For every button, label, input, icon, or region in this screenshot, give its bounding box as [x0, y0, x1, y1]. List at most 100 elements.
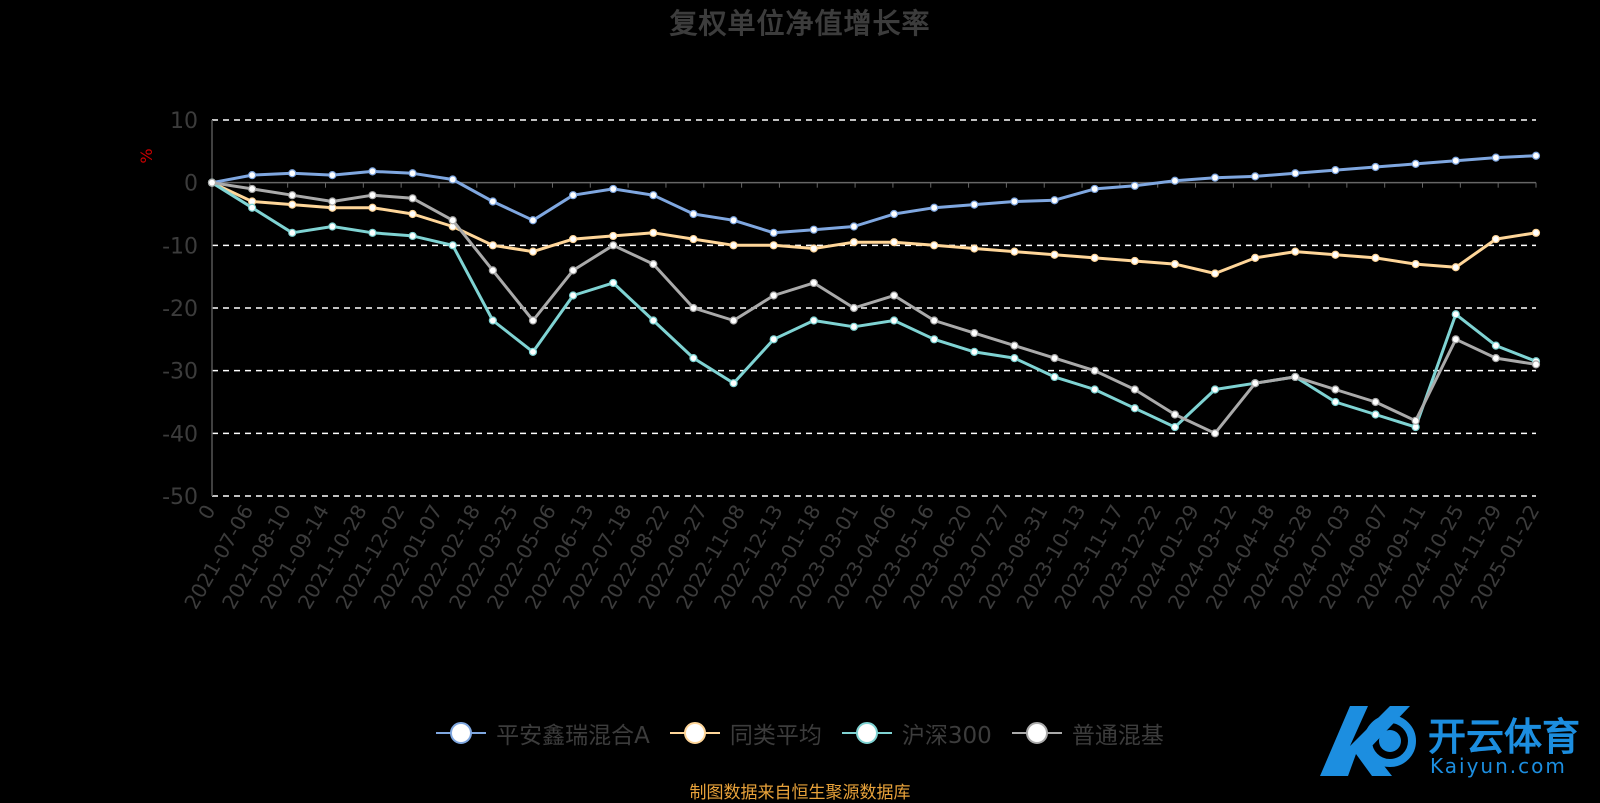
legend-marker-icon [436, 722, 487, 744]
series-point [368, 228, 377, 237]
series-point [1331, 250, 1340, 259]
series-point [448, 216, 457, 225]
y-tick-label: 10 [170, 109, 198, 134]
series-point [1451, 310, 1460, 319]
series-point [1050, 372, 1059, 382]
series-point [568, 266, 578, 275]
y-tick-label: 0 [184, 172, 198, 197]
series-point [488, 241, 497, 250]
series-point [849, 222, 859, 231]
series-point [1130, 385, 1139, 394]
series-point [970, 244, 979, 253]
series-point [328, 197, 337, 206]
series-point [488, 266, 497, 275]
series-point [1451, 335, 1460, 344]
series-line-1 [211, 181, 1537, 275]
legend-item[interactable]: 沪深300 [841, 716, 992, 750]
series-point [368, 203, 377, 212]
series-point [528, 347, 538, 356]
legend-marker-icon [841, 722, 892, 744]
series-point [1210, 429, 1220, 438]
series-point [1090, 366, 1099, 375]
source-note: 制图数据来自恒生聚源数据库 [689, 783, 911, 803]
series-point [849, 238, 859, 247]
series-point [809, 244, 818, 253]
legend-marker-icon [1011, 722, 1062, 744]
series-point [769, 335, 778, 344]
series-point [889, 316, 899, 325]
series-point [568, 191, 578, 200]
series-point [1491, 234, 1500, 244]
series-point [970, 328, 979, 338]
series-point [809, 278, 818, 288]
series-point [1090, 184, 1099, 194]
series-point [1411, 159, 1420, 168]
series-point [1170, 422, 1180, 432]
series-point [1050, 250, 1059, 259]
series-point [368, 167, 377, 176]
series-point [1251, 253, 1260, 262]
logo-sub: Kaiyun.com [1430, 754, 1567, 778]
legend-label: 沪深300 [901, 723, 992, 749]
series-point [448, 241, 457, 250]
series-point [1331, 166, 1340, 175]
series-point [609, 184, 618, 194]
series-point [1010, 341, 1019, 350]
series-point [1130, 181, 1139, 190]
series-point [689, 303, 698, 313]
y-tick-label: -20 [162, 297, 198, 322]
series-point [1251, 172, 1260, 181]
series-point [1050, 354, 1059, 363]
series-point [970, 200, 979, 209]
series-point [1090, 385, 1099, 394]
series-point [1130, 256, 1139, 266]
series-point [729, 241, 738, 250]
series-point [930, 335, 939, 344]
series-point [408, 209, 417, 219]
series-point [528, 316, 538, 325]
series-point [1371, 162, 1380, 172]
series-point [970, 347, 979, 356]
series-point [930, 203, 939, 212]
series-point [408, 231, 417, 241]
series-point [568, 291, 578, 300]
y-tick-label: -40 [162, 422, 198, 447]
series-point [649, 260, 658, 269]
series-point [248, 203, 257, 212]
series-lines [207, 151, 1541, 438]
series-point [248, 171, 257, 180]
series-point [649, 228, 658, 237]
series-point [288, 228, 297, 237]
series-point [1531, 151, 1541, 160]
legend-item[interactable]: 同类平均 [669, 716, 822, 750]
legend-item[interactable]: 平安鑫瑞混合A [436, 716, 650, 750]
series-point [1531, 360, 1541, 369]
series-point [568, 234, 578, 244]
series-point [609, 231, 618, 241]
series-point [1411, 416, 1420, 425]
series-point [849, 303, 859, 313]
x-tick-label: 0 [193, 501, 220, 524]
y-axis-label: % [137, 148, 156, 163]
y-tick-label: -50 [162, 485, 198, 510]
series-point [1491, 354, 1500, 363]
series-point [930, 241, 939, 250]
y-tick-label: -30 [162, 360, 198, 385]
series-point [1170, 176, 1180, 185]
legend-item[interactable]: 普通混基 [1011, 716, 1164, 750]
series-point [689, 354, 698, 363]
tick-labels: 100-10-20-30-40-50%02021-07-062021-08-10… [137, 109, 1544, 613]
series-point [849, 322, 859, 331]
series-point [729, 316, 738, 325]
series-point [288, 200, 297, 209]
series-point [1371, 410, 1380, 419]
series-point [729, 216, 738, 225]
series-point [649, 316, 658, 325]
series-point [288, 191, 297, 200]
series-point [1090, 253, 1099, 262]
legend-marker-icon [669, 722, 720, 744]
series-point [809, 316, 818, 325]
series-point [889, 238, 899, 247]
series-point [408, 169, 417, 178]
